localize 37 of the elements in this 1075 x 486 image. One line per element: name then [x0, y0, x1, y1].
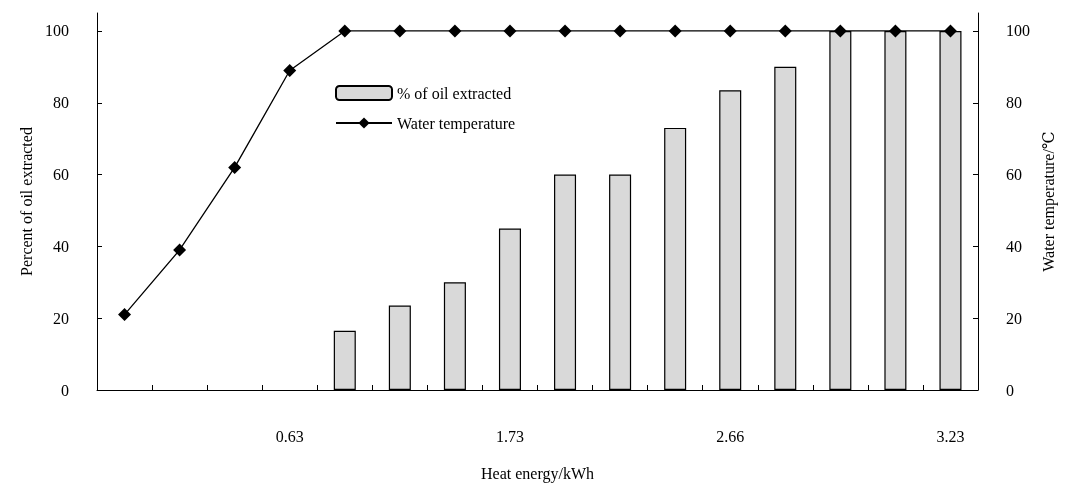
y2-tick-label: 100: [1006, 22, 1030, 40]
y2-tick-label: 40: [1006, 237, 1022, 255]
legend-label: % of oil extracted: [397, 84, 512, 102]
x-axis-title: Heat energy/kWh: [481, 464, 594, 483]
y2-tick-label: 80: [1006, 94, 1022, 112]
y-tick-label: 60: [53, 166, 69, 184]
y-tick-label: 0: [61, 381, 69, 399]
y-tick-label: 100: [45, 22, 69, 40]
point: [613, 24, 627, 38]
x-tick-label: 2.66: [716, 427, 745, 445]
y-tick-label: 80: [53, 94, 69, 112]
point: [943, 24, 957, 38]
point: [283, 63, 297, 77]
x-tick-label: 1.73: [495, 427, 524, 445]
x-tick-label: 0.63: [275, 427, 304, 445]
y-tick-label: 20: [53, 309, 69, 327]
point: [338, 24, 352, 38]
point: [723, 24, 737, 38]
point: [393, 24, 407, 38]
legend-label: Water temperature: [397, 114, 516, 133]
point: [668, 24, 682, 38]
point: [778, 24, 792, 38]
x-tick-label: 3.23: [936, 427, 965, 445]
y2-axis-title: Water temperature/℃: [1040, 131, 1059, 272]
point: [503, 24, 517, 38]
point: [173, 243, 187, 257]
point: [448, 24, 462, 38]
point: [228, 160, 242, 174]
point: [833, 24, 847, 38]
point: [118, 308, 132, 322]
y2-tick-label: 0: [1006, 381, 1014, 399]
y-axis-title: Percent of oil extracted: [17, 127, 35, 276]
y2-tick-label: 60: [1006, 166, 1022, 184]
y-tick-label: 40: [53, 237, 69, 255]
point: [888, 24, 902, 38]
y2-tick-label: 20: [1006, 309, 1022, 327]
point: [558, 24, 572, 38]
